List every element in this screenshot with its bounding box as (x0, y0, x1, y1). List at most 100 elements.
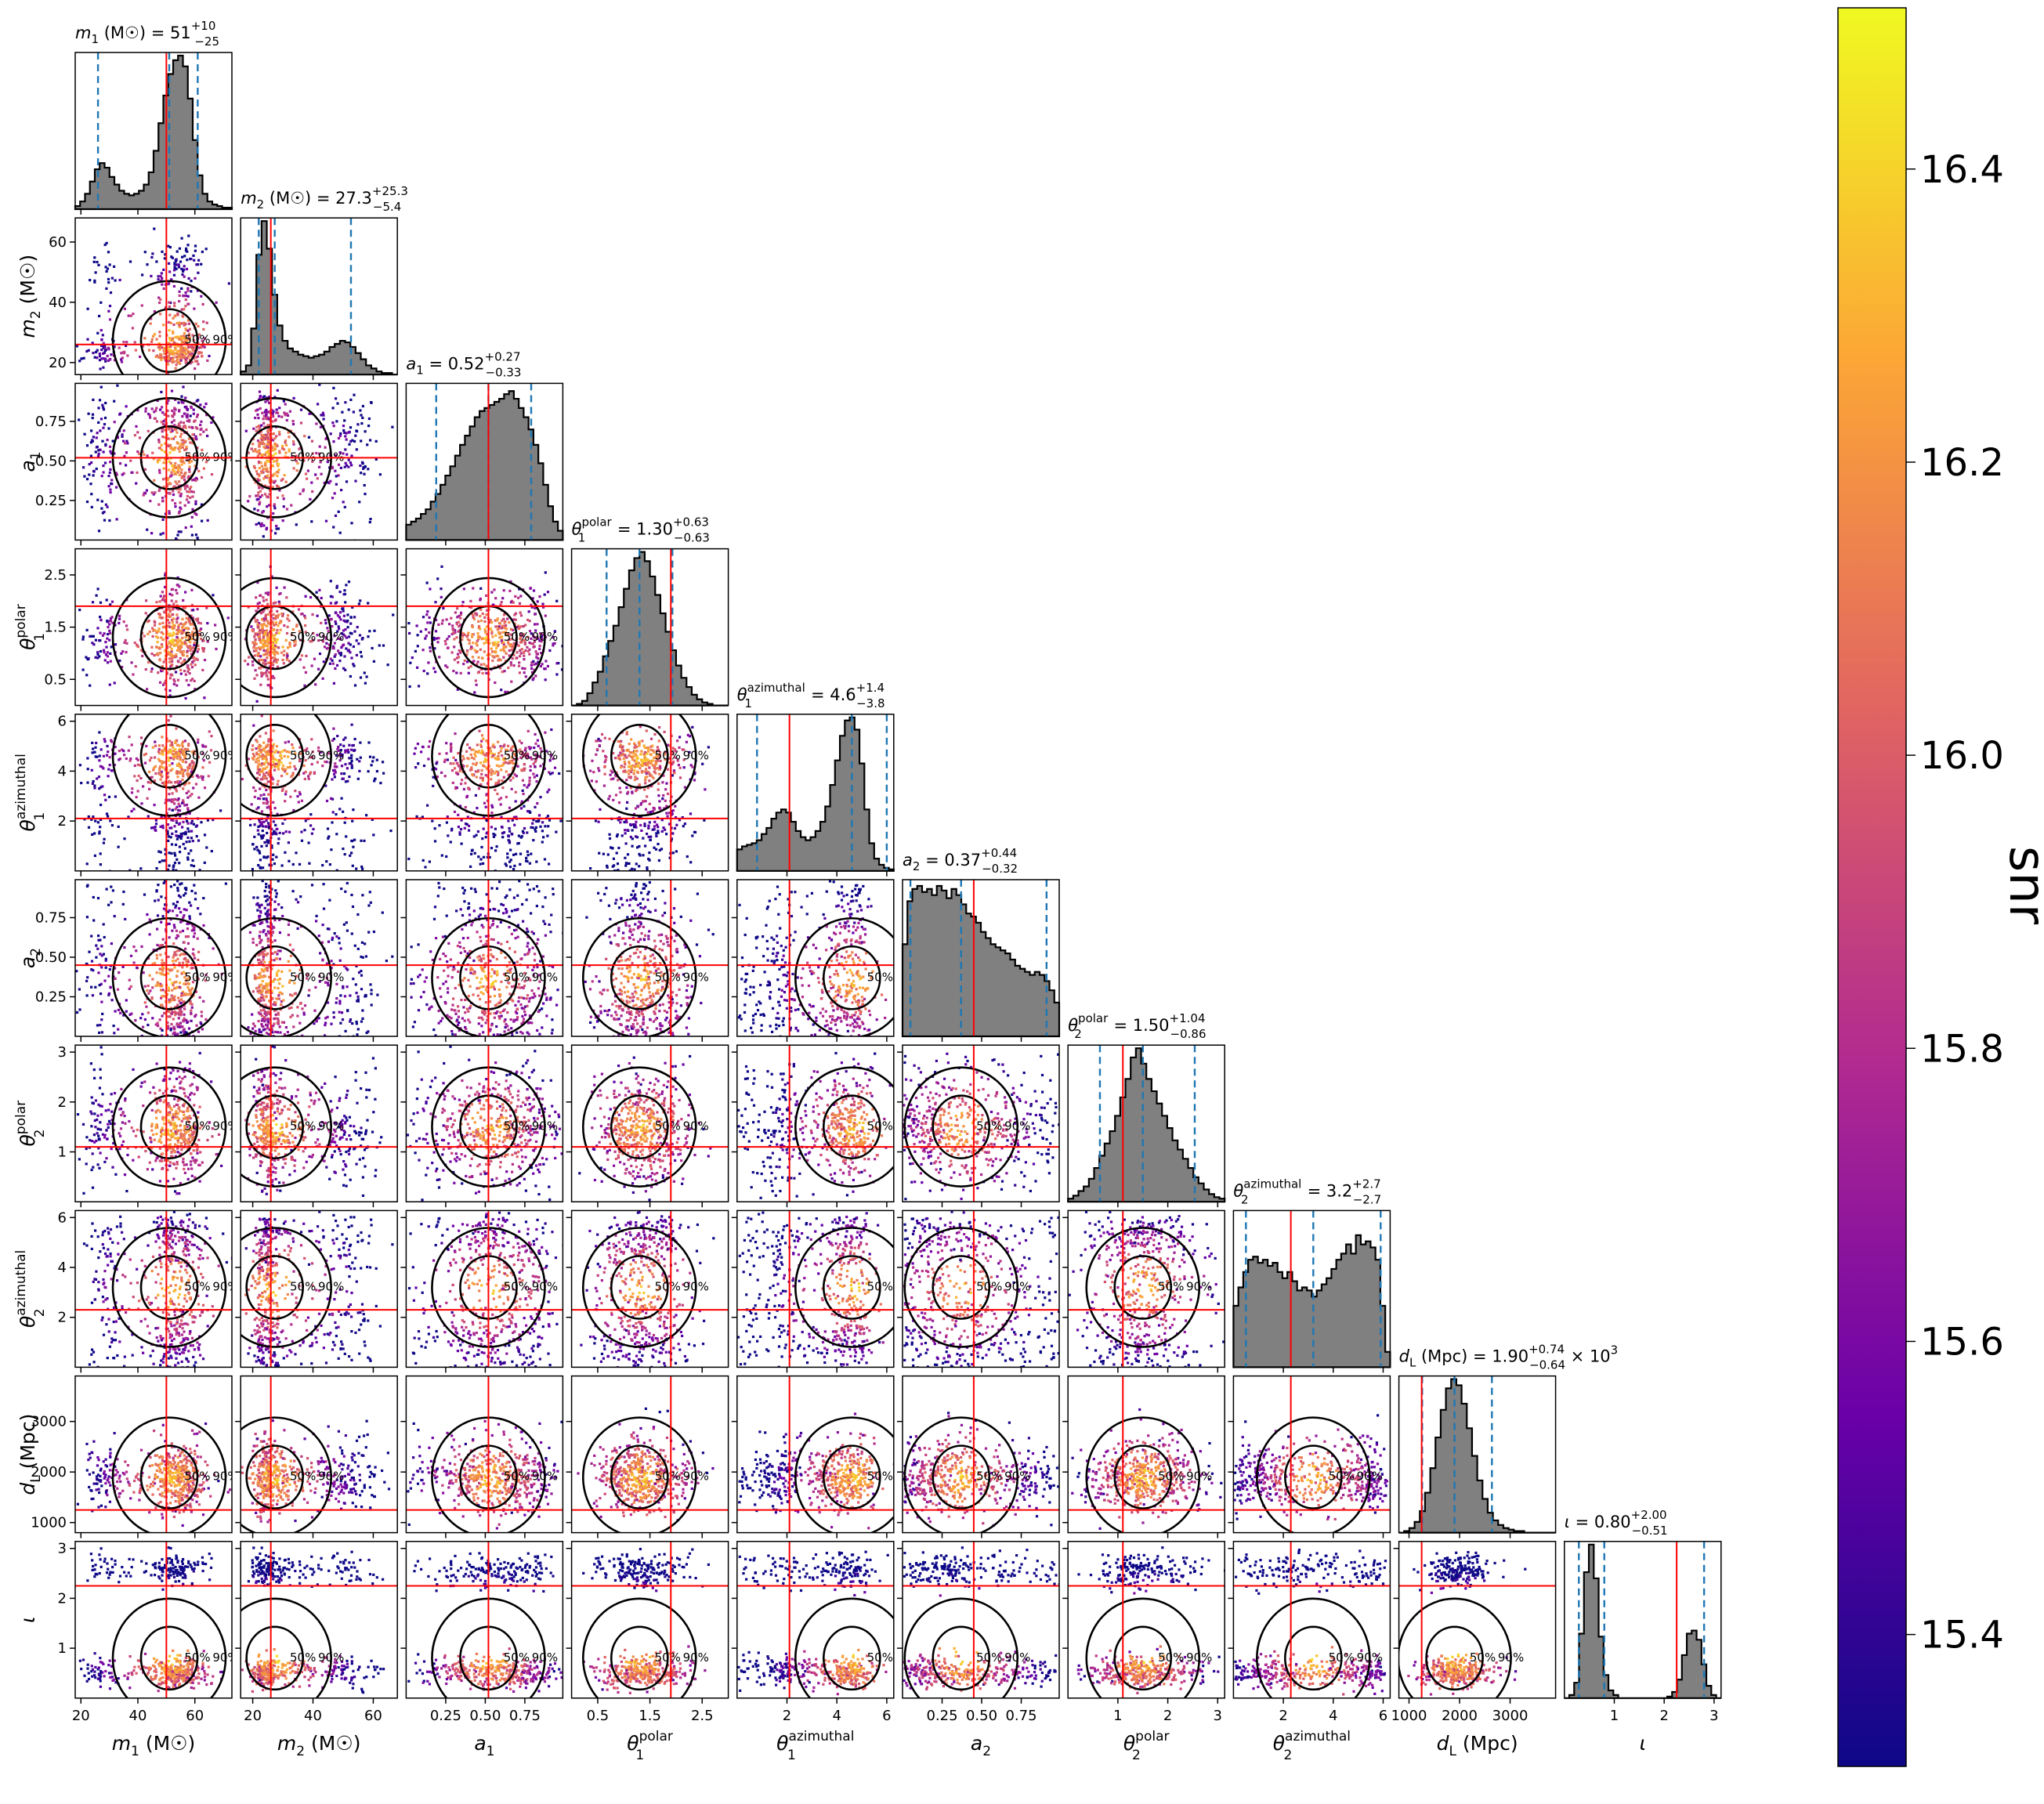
colorbar-gradient (1837, 7, 1907, 1767)
panel-theta1_polar-vs-theta1_polar: θpolar 1 = 1.30+0.63 −0.63 (570, 515, 729, 711)
contour-label-90: 90% (318, 1119, 344, 1133)
xtick-label-theta1_azimuthal: 2 (783, 1708, 791, 1724)
panel-frame (74, 879, 233, 1037)
colorbar-tick-label: 16.4 (1920, 148, 2004, 192)
contour-label-90: 90% (683, 1650, 709, 1665)
ylabel-suffix-dL: (Mpc) (16, 1414, 39, 1476)
ytick-label-dL: 3000 (31, 1414, 67, 1430)
title-mid-m2: (M☉) = 27.3 (264, 189, 372, 208)
ylabel-a2: a2 (16, 948, 44, 968)
scatter-dL-vs-a2: 50% 90% (903, 1412, 1059, 1533)
xlabel-main-theta1_polar: θ (627, 1732, 639, 1755)
panel-theta1_azimuthal-vs-m1: 50% 90% 2 4 6 (58, 714, 233, 877)
xtick-label-dL: 3000 (1492, 1708, 1528, 1724)
scatter-a2-vs-theta1_polar: 50% 90% (581, 880, 714, 1036)
contour-50-theta2_azimuthal-vs-theta1_azimuthal (822, 1255, 881, 1320)
contour-90-iota-vs-m2 (241, 1597, 332, 1698)
title-minus-theta1_polar: −0.63 (674, 531, 710, 545)
xtick-label-dL: 1000 (1391, 1708, 1427, 1724)
title-sub-m1: 1 (91, 32, 99, 46)
contour-label-50: 50% (976, 1279, 1002, 1293)
title-m1: m1 (M☉) = 51+10 −25 (75, 19, 219, 49)
contour-50-dL-vs-theta2_azimuthal (1284, 1444, 1343, 1509)
contour-label-50: 50% (655, 1470, 681, 1484)
ylabel-a1: a1 (16, 451, 44, 472)
colorbar-tick-label: 15.6 (1920, 1320, 2004, 1364)
contour-50-dL-vs-a2 (932, 1444, 991, 1509)
xtick-label-a1: 0.25 (430, 1708, 461, 1724)
panel-dL-vs-m2: 50% 90% (235, 1375, 398, 1538)
title-mid-a1: = 0.52 (424, 354, 485, 373)
contour-label-50: 50% (504, 1279, 530, 1293)
scatter-iota-vs-a2: 50% 90% (903, 1546, 1059, 1698)
panel-frame (902, 1044, 1060, 1202)
xlabel-sub-dL: L (1449, 1744, 1456, 1759)
contour-label-50: 50% (867, 970, 893, 984)
panel-iota-vs-iota: ι = 0.80+2.00 −0.51 1 2 3 (1564, 1508, 1722, 1724)
title-dL: dL (Mpc) = 1.90+0.74 −0.64 × 103 (1399, 1343, 1619, 1372)
contour-label-50: 50% (184, 1119, 210, 1133)
contour-label-50: 50% (655, 970, 681, 984)
contour-label-50: 50% (184, 333, 210, 347)
panel-frame (736, 1541, 895, 1699)
panel-theta2_azimuthal-vs-theta2_polar: 50% 90% (1062, 1209, 1225, 1373)
panel-frame (736, 714, 895, 872)
colorbar-tick-label: 15.8 (1920, 1027, 2004, 1071)
ylabel-sub-theta2_polar: 2 (32, 1130, 48, 1138)
xlabel-sub-theta2_polar: 2 (1132, 1748, 1141, 1763)
contour-50-theta2_azimuthal-vs-theta2_polar (1113, 1255, 1173, 1320)
contour-50-theta2_polar-vs-m2 (245, 1094, 304, 1159)
title-plus-m2: +25.3 (372, 184, 408, 198)
contour-label-50: 50% (184, 1470, 210, 1484)
title-theta2_polar: θpolar 2 = 1.50+1.04 −0.86 (1068, 1011, 1206, 1041)
contour-label-90: 90% (683, 748, 709, 762)
panel-theta1_azimuthal-vs-theta1_azimuthal: θazimuthal 1 = 4.6+1.4 −3.8 (736, 681, 895, 877)
contour-50-iota-vs-dL (1425, 1625, 1484, 1691)
panel-frame (405, 1541, 564, 1699)
contour-label-50: 50% (655, 1650, 681, 1665)
panel-frame (736, 879, 895, 1037)
scatter-theta2_azimuthal-vs-m2: 50% 90% (241, 1210, 394, 1368)
panel-dL-vs-theta1_polar: 50% 90% (566, 1375, 729, 1538)
title-sub-theta2_polar: 2 (1074, 1027, 1082, 1041)
ytick-label-a1: 0.75 (35, 414, 67, 430)
xlabel-sub-m2: 2 (296, 1744, 305, 1759)
ytick-label-m2: 60 (49, 234, 67, 251)
title-sub-theta2_azimuthal: 2 (1241, 1192, 1249, 1206)
ytick-label-theta2_azimuthal: 2 (58, 1310, 67, 1326)
contour-label-50: 50% (1158, 1279, 1184, 1293)
contour-90-a2-vs-theta1_azimuthal (794, 916, 894, 1036)
scatter-theta1_azimuthal-vs-m1: 50% 90% (78, 714, 232, 871)
histogram-theta1_polar (571, 551, 729, 707)
title-sub-theta1_polar: 1 (578, 531, 586, 545)
contour-50-a2-vs-m2 (245, 945, 304, 1010)
xlabel-iota: ι (1640, 1732, 1646, 1755)
xlabel-m1: m1 (M☉) (112, 1732, 196, 1759)
xlabel-suffix-m2: (M☉) (305, 1732, 360, 1755)
contour-50-theta1_azimuthal-vs-m1 (139, 724, 199, 789)
xtick-label-theta1_azimuthal: 4 (832, 1708, 841, 1724)
title-plus-a1: +0.27 (485, 349, 521, 363)
contour-90-theta2_azimuthal-vs-theta1_azimuthal (794, 1227, 894, 1348)
xlabel-main-dL: d (1437, 1732, 1449, 1755)
histogram-theta2_polar (1067, 1047, 1226, 1203)
ytick-label-a1: 0.25 (35, 493, 67, 509)
contour-label-50: 50% (290, 1119, 316, 1133)
panel-dL-vs-theta2_azimuthal: 50% 90% (1228, 1375, 1391, 1538)
ytick-label-m2: 20 (49, 355, 67, 371)
contour-90-a2-vs-m2 (241, 916, 332, 1036)
xtick-label-theta2_azimuthal: 4 (1329, 1708, 1337, 1724)
panel-dL-vs-theta1_azimuthal: 50% 90% (731, 1375, 895, 1538)
title-mid-iota: = 0.80 (1570, 1513, 1631, 1531)
scatter-a1-vs-m1: 50% 90% (78, 384, 232, 540)
ylabel-main-theta1_azimuthal: θ (16, 819, 39, 831)
contour-90-a2-vs-m1 (111, 916, 227, 1036)
scatter-a2-vs-a1: 50% 90% (410, 880, 563, 1036)
xlabel-sub-theta1_polar: 1 (635, 1748, 644, 1763)
contour-50-dL-vs-m1 (139, 1444, 199, 1509)
panel-frame (405, 1044, 564, 1202)
panel-frame (240, 1209, 398, 1368)
xlabel-a2: a2 (971, 1732, 991, 1759)
panel-theta2_azimuthal-vs-theta1_polar: 50% 90% (566, 1209, 729, 1373)
